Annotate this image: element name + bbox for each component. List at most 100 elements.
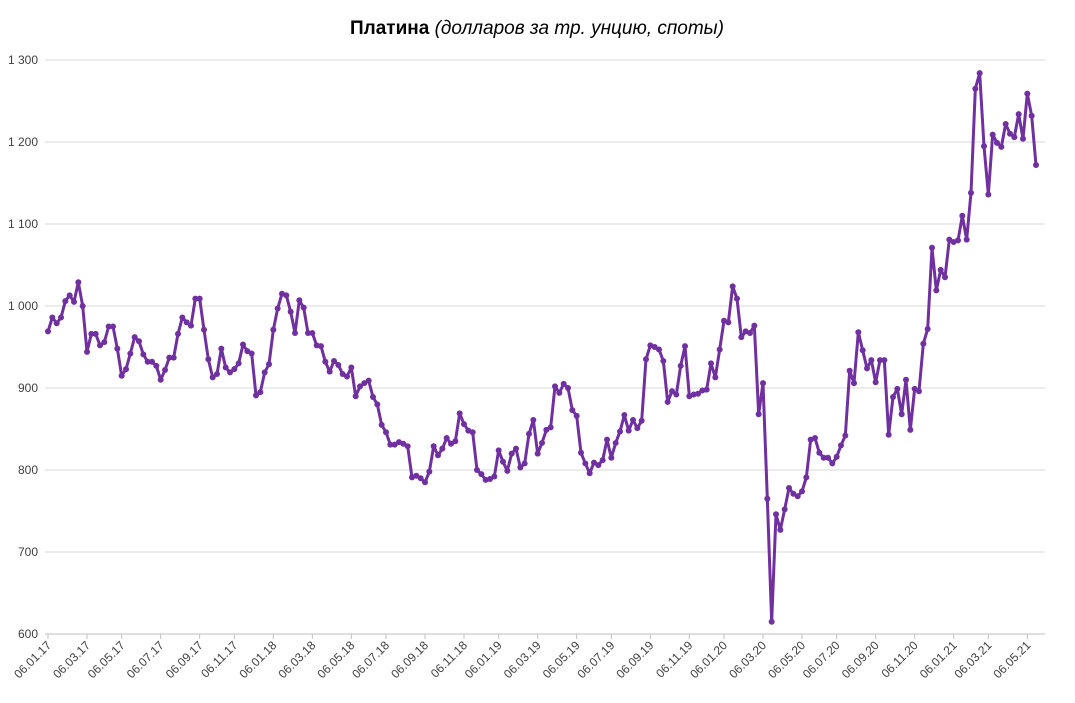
point (703, 386, 710, 393)
point (435, 452, 441, 459)
point (114, 345, 121, 352)
point (738, 334, 745, 341)
point (942, 274, 948, 281)
x-tick-label: 06.11.20 (878, 638, 921, 681)
point (378, 421, 385, 428)
point (300, 304, 307, 311)
point (586, 470, 593, 477)
point (348, 364, 355, 371)
point (794, 493, 801, 500)
point (981, 143, 987, 150)
point (45, 328, 51, 335)
point (517, 464, 524, 471)
point (75, 279, 82, 286)
point (222, 364, 229, 371)
x-tick-label: 06.09.19 (614, 638, 657, 681)
point (755, 411, 762, 418)
point (716, 346, 723, 353)
point (660, 357, 667, 364)
point (799, 488, 805, 495)
point (638, 417, 645, 424)
point (240, 341, 246, 348)
point (257, 389, 264, 396)
y-tick-label: 1 300 (8, 53, 38, 67)
point (898, 411, 905, 418)
point (443, 435, 450, 442)
y-tick-label: 900 (18, 381, 38, 395)
point (1011, 134, 1018, 141)
point (218, 345, 225, 352)
x-tick-label: 06.05.19 (540, 638, 583, 681)
point (274, 305, 281, 312)
point (214, 371, 220, 378)
point (192, 295, 199, 302)
point (539, 439, 545, 446)
point (105, 323, 112, 330)
point (885, 431, 892, 438)
point (617, 428, 623, 435)
point (461, 421, 467, 428)
point (708, 360, 714, 367)
point (504, 467, 511, 474)
point (179, 314, 186, 321)
point (62, 298, 69, 305)
point (534, 450, 541, 457)
point (526, 430, 532, 437)
point (305, 330, 311, 337)
point (153, 362, 160, 369)
point (205, 356, 212, 363)
point (370, 394, 376, 401)
point (1020, 135, 1026, 142)
point (829, 460, 836, 467)
point (97, 342, 103, 349)
point (49, 314, 56, 321)
point (994, 139, 1000, 146)
point (625, 427, 632, 434)
point (170, 354, 177, 361)
x-tick-label: 06.05.21 (991, 638, 1034, 681)
point (1002, 120, 1009, 127)
point (118, 372, 125, 379)
point (508, 450, 515, 457)
point (1028, 112, 1035, 119)
point (669, 388, 675, 395)
title: Платина (350, 18, 430, 39)
y-tick-label: 1 100 (8, 217, 38, 231)
point (894, 385, 901, 392)
point (937, 266, 944, 273)
x-tick-label: 06.05.17 (85, 638, 128, 681)
point (123, 366, 129, 373)
point (66, 292, 73, 299)
point (101, 339, 108, 346)
point (812, 435, 818, 442)
x-tick-label: 06.07.20 (800, 638, 843, 681)
point (452, 438, 459, 445)
x-tick-label: 06.09.18 (388, 638, 431, 681)
point (768, 618, 775, 625)
point (144, 358, 151, 365)
point (365, 377, 372, 384)
point (183, 319, 190, 326)
point (84, 348, 90, 355)
point (292, 330, 298, 337)
point (235, 360, 242, 367)
point (296, 297, 303, 304)
x-tick-label: 06.09.17 (163, 638, 206, 681)
point (560, 380, 567, 387)
x-tick-label: 06.01.21 (917, 638, 960, 681)
point (890, 394, 896, 401)
x-tick-label: 06.01.17 (11, 638, 54, 681)
point (569, 407, 576, 414)
point (530, 416, 537, 423)
point (608, 454, 615, 461)
point (786, 485, 792, 492)
point (712, 374, 719, 381)
point (231, 366, 238, 373)
point (664, 398, 671, 405)
point (1007, 130, 1013, 137)
point (283, 292, 290, 299)
point (469, 429, 476, 436)
point (456, 410, 463, 417)
point (842, 432, 849, 439)
point (881, 357, 888, 364)
